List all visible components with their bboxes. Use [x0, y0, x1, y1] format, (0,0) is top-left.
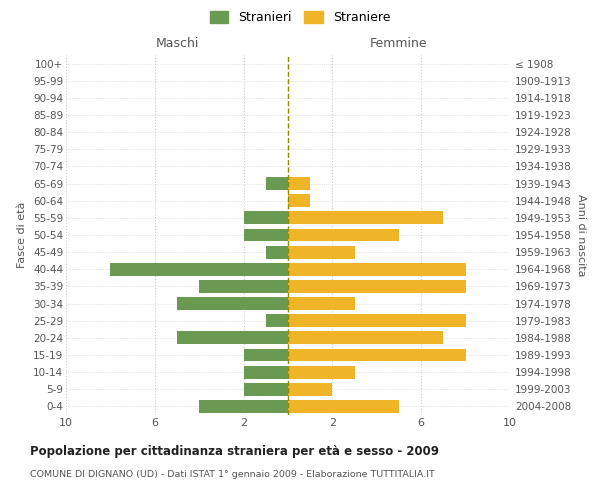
Bar: [288, 348, 466, 362]
Bar: [177, 332, 288, 344]
Bar: [177, 297, 288, 310]
Text: Femmine: Femmine: [370, 37, 428, 50]
Text: Popolazione per cittadinanza straniera per età e sesso - 2009: Popolazione per cittadinanza straniera p…: [30, 445, 439, 458]
Text: Maschi: Maschi: [155, 37, 199, 50]
Bar: [244, 228, 288, 241]
Bar: [288, 194, 310, 207]
Y-axis label: Anni di nascita: Anni di nascita: [575, 194, 586, 276]
Bar: [288, 177, 310, 190]
Bar: [266, 314, 288, 327]
Text: COMUNE DI DIGNANO (UD) - Dati ISTAT 1° gennaio 2009 - Elaborazione TUTTITALIA.IT: COMUNE DI DIGNANO (UD) - Dati ISTAT 1° g…: [30, 470, 435, 479]
Y-axis label: Fasce di età: Fasce di età: [17, 202, 28, 268]
Bar: [244, 383, 288, 396]
Bar: [288, 400, 399, 413]
Bar: [266, 177, 288, 190]
Bar: [288, 246, 355, 258]
Bar: [199, 400, 288, 413]
Bar: [288, 314, 466, 327]
Bar: [288, 383, 332, 396]
Bar: [244, 212, 288, 224]
Legend: Stranieri, Straniere: Stranieri, Straniere: [205, 6, 395, 29]
Bar: [288, 280, 466, 293]
Bar: [288, 228, 399, 241]
Bar: [199, 280, 288, 293]
Bar: [110, 263, 288, 276]
Bar: [288, 212, 443, 224]
Bar: [288, 332, 443, 344]
Bar: [266, 246, 288, 258]
Bar: [288, 263, 466, 276]
Bar: [288, 366, 355, 378]
Bar: [288, 297, 355, 310]
Bar: [244, 366, 288, 378]
Bar: [244, 348, 288, 362]
